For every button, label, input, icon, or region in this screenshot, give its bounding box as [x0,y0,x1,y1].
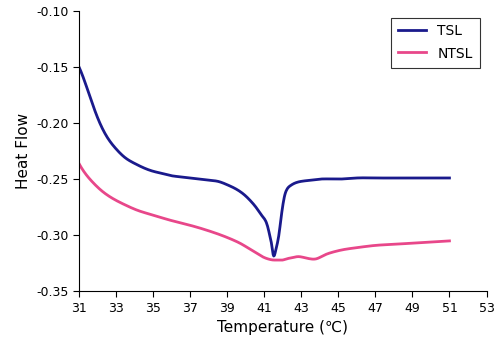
NTSL [171,219,177,223]
NTSL [446,239,452,243]
TSL [295,180,301,184]
TSL [324,177,330,181]
NTSL [142,211,148,215]
X-axis label: Temperature (℃): Temperature (℃) [217,321,348,336]
NTSL [295,255,301,259]
Line: NTSL: NTSL [79,163,450,260]
NTSL [76,161,82,165]
TSL [356,176,362,180]
TSL [271,254,277,258]
TSL [446,176,452,180]
Legend: TSL, NTSL: TSL, NTSL [392,17,480,68]
Y-axis label: Heat Flow: Heat Flow [16,113,30,189]
TSL [142,166,148,170]
TSL [171,174,177,178]
NTSL [278,258,284,262]
TSL [244,195,250,199]
NTSL [356,246,362,250]
NTSL [244,245,250,249]
NTSL [324,252,330,256]
TSL [76,65,82,69]
Line: TSL: TSL [79,67,450,256]
